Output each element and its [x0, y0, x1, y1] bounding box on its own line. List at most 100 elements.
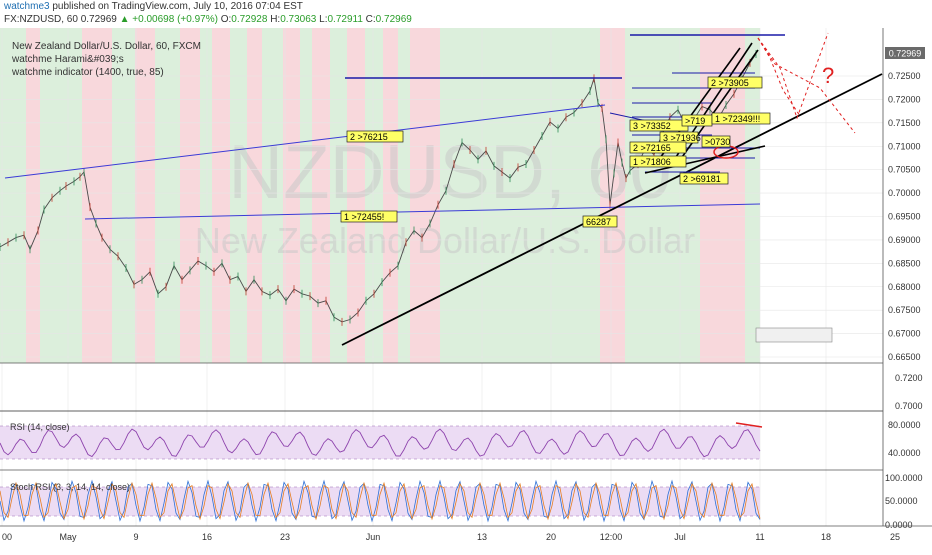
rsi-divergence-line[interactable] [735, 422, 763, 428]
watermark-name: New Zealand Dollar/U.S. Dollar [195, 220, 695, 261]
stoch-tick-label: 50.0000 [885, 496, 918, 506]
watermark-symbol: NZDUSD, 60 [228, 130, 671, 215]
price-axis[interactable]: 0.72500 0.72000 0.71500 0.71000 0.70500 0.700… [882, 28, 932, 550]
chart-svg[interactable]: NZDUSD, 60 New Zealand Dollar/U.S. Dolla… [0, 28, 932, 550]
bullish-band [200, 28, 212, 363]
time-tick-label: 16 [202, 532, 212, 542]
sub-pane-rsi: RSI (14, close) [0, 410, 883, 460]
bullish-band [262, 28, 283, 363]
harami-tag-text: >0730 [705, 137, 730, 147]
price-tick-label: 0.70500 [888, 165, 921, 175]
bullish-band [330, 28, 347, 363]
price-tick-label: 0.68000 [888, 282, 921, 292]
sub-price-tick-label: 0.7000 [895, 401, 923, 411]
price-tick-label: 0.67500 [888, 305, 921, 315]
time-tick-label: 11 [755, 532, 764, 542]
bearish-band [26, 28, 40, 363]
time-tick-label: 12:00 [600, 532, 623, 542]
last-price: 0.72969 [80, 14, 117, 25]
harami-tag-text: >719 [685, 116, 705, 126]
time-axis[interactable]: 00 May 9 16 23 Jun 13 20 12:00 Jul 11 18 25 [0, 525, 932, 542]
bearish-band [180, 28, 200, 363]
time-tick-label: 20 [546, 532, 556, 542]
long-uptrend-line[interactable] [341, 73, 883, 346]
time-tick-label: Jun [366, 532, 381, 542]
time-tick-label: Jul [674, 532, 686, 542]
rsi-band [0, 426, 760, 459]
bearish-band [312, 28, 330, 363]
time-tick-label: 9 [133, 532, 138, 542]
harami-tag-text: 3 >73352 [633, 121, 671, 131]
time-tick-label: 25 [890, 532, 900, 542]
sentiment-bands [0, 28, 760, 363]
publish-line: watchme3 published on TradingView.com, J… [4, 1, 303, 12]
bullish-band [155, 28, 180, 363]
bearish-band [82, 28, 112, 363]
harami-tag[interactable] [346, 130, 404, 143]
event-icons[interactable] [755, 327, 833, 343]
bullish-band [300, 28, 312, 363]
time-tick-label: 23 [280, 532, 290, 542]
bearish-band [283, 28, 300, 363]
bullish-band [40, 28, 82, 363]
legend-study-indicator: watchme indicator (1400, true, 85) [11, 67, 164, 78]
bullish-band [625, 28, 700, 363]
harami-tag[interactable] [711, 112, 771, 125]
projection-arrow[interactable] [757, 37, 856, 134]
harami-tag-text: 2 >69181 [683, 174, 721, 184]
channel-bottom-line[interactable] [84, 203, 761, 220]
harami-tag[interactable] [679, 172, 729, 185]
price-tick-label: 0.71000 [888, 141, 921, 151]
event-icon-strip[interactable] [755, 327, 833, 343]
price-axis-bg [883, 28, 932, 550]
harami-tag-text: 1 >72349!!! [715, 114, 760, 124]
stoch-d-line[interactable] [0, 481, 761, 521]
bullish-band [230, 28, 247, 363]
time-tick-label: 13 [477, 532, 487, 542]
harami-tag[interactable] [340, 210, 398, 223]
short-trend-line[interactable] [644, 145, 766, 174]
harami-tag[interactable] [707, 76, 763, 89]
bearish-band [212, 28, 230, 363]
time-tick-label: 00 [2, 532, 12, 542]
harami-tag[interactable] [629, 155, 687, 168]
harami-tag[interactable] [629, 141, 687, 154]
harami-tag-text: 3 >71936 [663, 133, 701, 143]
chart-area[interactable]: NZDUSD, 60 New Zealand Dollar/U.S. Dolla… [0, 28, 932, 555]
harami-labels: 2 >76215 1 >72455! 66287 3 >73352 2 >73905 3 … [340, 76, 771, 228]
high-label: H: [270, 14, 281, 25]
stoch-title: Stoch RSI (3, 3, 14, 14, close) [10, 482, 130, 492]
harami-tag[interactable] [701, 135, 731, 148]
bearish-band [135, 28, 155, 363]
rsi-title: RSI (14, close) [10, 422, 70, 432]
rsi-line[interactable] [0, 428, 761, 458]
harami-tag-text: 66287 [586, 217, 611, 227]
symbol-label: FX:NZDUSD, 60 [4, 14, 78, 25]
stoch-tick-label: 100.0000 [885, 473, 923, 483]
author-link[interactable]: watchme3 [4, 1, 50, 12]
price-tick-label: 0.69000 [888, 235, 921, 245]
projection-arrow[interactable] [757, 32, 829, 120]
bullish-band [365, 28, 383, 363]
bearish-band [347, 28, 365, 363]
harami-tag-text: 2 >76215 [350, 132, 388, 142]
publish-text: published on TradingView.com, July 10, 2… [52, 1, 303, 12]
channel-top-line[interactable] [4, 104, 606, 179]
open-label: O: [220, 14, 232, 25]
rsi-tick-label: 80.0000 [888, 420, 921, 430]
price-change: ▲ +0.00698 (+0.97%) [119, 14, 218, 25]
stoch-k-line[interactable] [0, 479, 761, 523]
open-value: 0.72928 [231, 14, 268, 25]
price-tick-label: 0.69500 [888, 212, 921, 222]
bearish-band [383, 28, 398, 363]
harami-tag[interactable] [582, 215, 618, 228]
time-tick-label: 18 [821, 532, 831, 542]
high-value: 0.73063 [280, 14, 317, 25]
watermark: NZDUSD, 60 New Zealand Dollar/U.S. Dolla… [195, 130, 695, 261]
legend-study-harami: watchme Harami&#039;s [11, 54, 124, 65]
price-tick-label: 0.71500 [888, 118, 921, 128]
price-tick-label: 0.72500 [888, 71, 921, 81]
low-value: 0.72911 [327, 14, 363, 25]
last-price-badge: 0.72969 [885, 47, 925, 59]
harami-tag-text: 2 >73905 [711, 78, 749, 88]
